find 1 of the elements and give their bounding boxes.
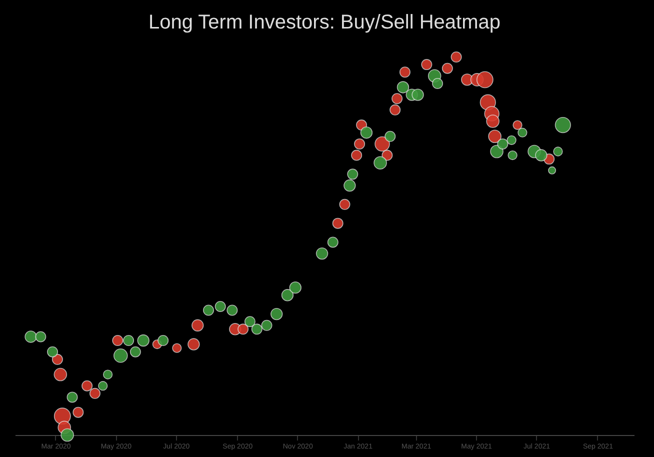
chart-title: Long Term Investors: Buy/Sell Heatmap: [148, 11, 501, 34]
